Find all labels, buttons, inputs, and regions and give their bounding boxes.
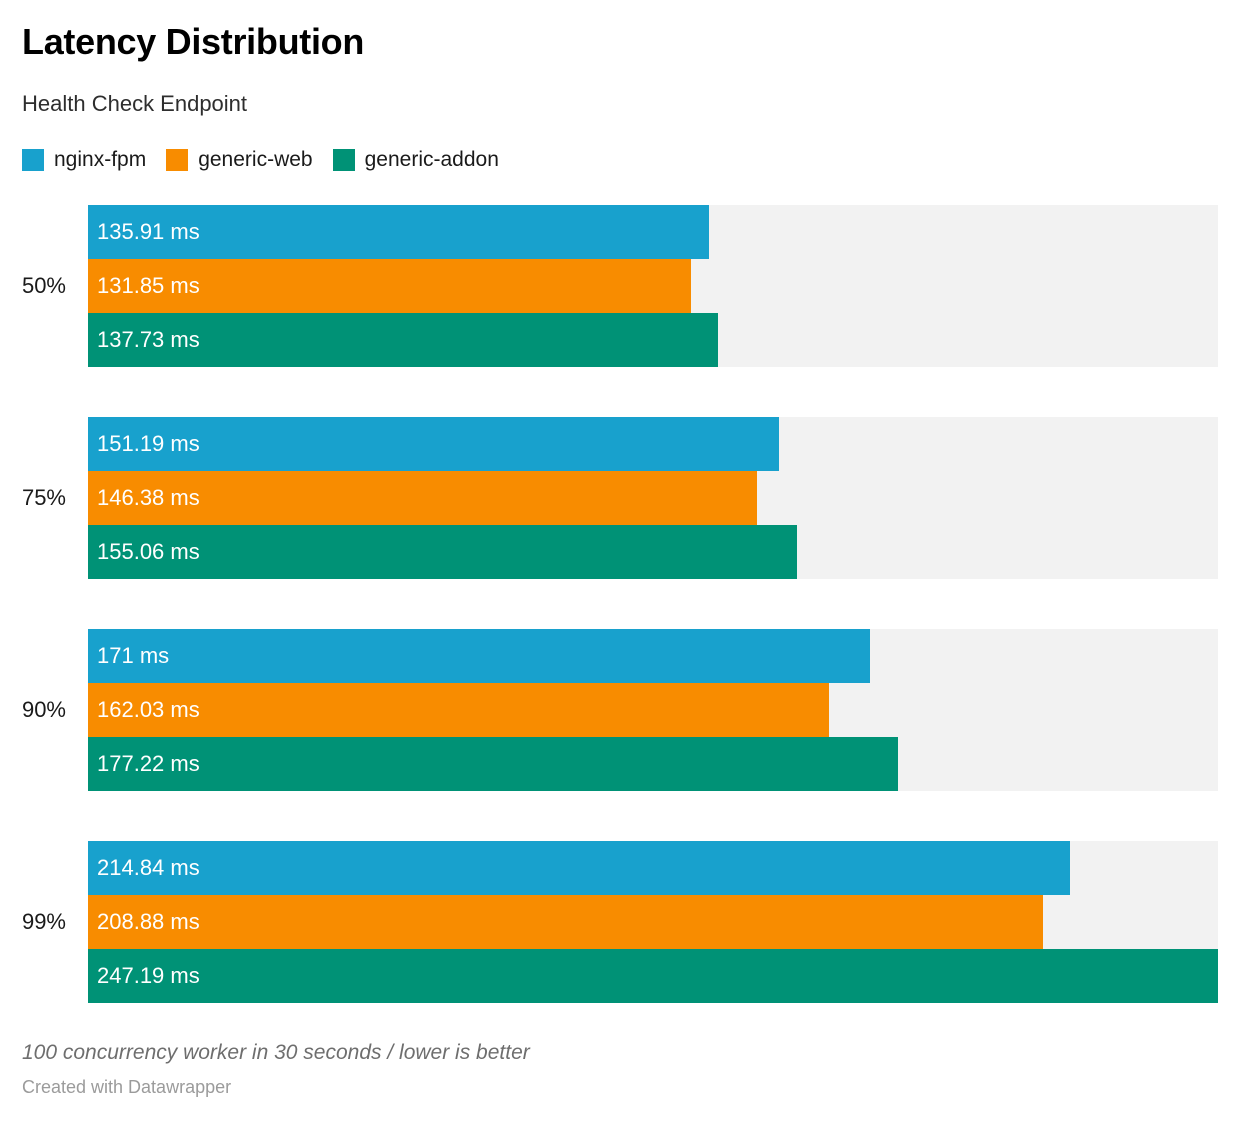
bar-group-50%: 50% 135.91 ms 131.85 ms 137.73 ms [21, 204, 1218, 367]
bar-value-label: 137.73 ms [97, 326, 200, 352]
bar-nginx-fpm: 135.91 ms [88, 204, 710, 259]
bar-generic-web: 162.03 ms [88, 682, 829, 737]
bar-nginx-fpm: 214.84 ms [88, 840, 1071, 895]
category-label: 99% [21, 908, 66, 934]
bar-value-label: 177.22 ms [97, 750, 200, 776]
bar-value-label: 135.91 ms [97, 218, 200, 244]
bar-value-label: 131.85 ms [97, 272, 200, 298]
bar-value-label: 208.88 ms [97, 908, 200, 934]
bar-generic-web: 146.38 ms [88, 470, 758, 525]
bar-group-90%: 90% 171 ms 162.03 ms 177.22 ms [21, 628, 1218, 791]
bar-group-75%: 75% 151.19 ms 146.38 ms 155.06 ms [21, 416, 1218, 579]
legend-label: generic-web [198, 147, 313, 171]
legend-item-generic-web: generic-web [166, 147, 313, 172]
bar-generic-addon: 155.06 ms [88, 524, 797, 579]
category-label: 75% [21, 484, 66, 510]
bar-value-label: 146.38 ms [97, 484, 200, 510]
bar-value-label: 151.19 ms [97, 430, 200, 456]
bar-value-label: 155.06 ms [97, 538, 200, 564]
category-label: 90% [21, 696, 66, 722]
bar-value-label: 162.03 ms [97, 696, 200, 722]
bar-generic-addon: 177.22 ms [88, 736, 899, 791]
chart-subtitle: Health Check Endpoint [22, 91, 248, 117]
bar-value-label: 214.84 ms [97, 854, 200, 880]
legend-item-nginx-fpm: nginx-fpm [22, 148, 146, 172]
legend-swatch-icon [22, 148, 44, 171]
legend-label: generic-addon [364, 147, 499, 171]
legend-label: nginx-fpm [54, 147, 147, 171]
legend: nginx-fpm generic-web generic-addon [22, 148, 1218, 172]
chart-container: Latency Distribution Health Check Endpoi… [0, 20, 1240, 1146]
bar-track: 135.91 ms 131.85 ms 137.73 ms [88, 204, 1218, 367]
bar-track: 151.19 ms 146.38 ms 155.06 ms [88, 416, 1218, 579]
bar-track: 171 ms 162.03 ms 177.22 ms [88, 628, 1218, 791]
bar-chart: 50% 135.91 ms 131.85 ms 137.73 ms 75% 151.19 … [21, 204, 1218, 1003]
legend-swatch-icon [332, 148, 355, 171]
bar-nginx-fpm: 151.19 ms [88, 416, 780, 471]
bar-value-label: 171 ms [97, 642, 170, 668]
bar-generic-addon: 247.19 ms [88, 948, 1218, 1003]
legend-swatch-icon [166, 148, 189, 171]
bar-track: 214.84 ms 208.88 ms 247.19 ms [88, 840, 1218, 1003]
bar-generic-web: 208.88 ms [88, 894, 1043, 949]
bar-value-label: 247.19 ms [97, 962, 200, 988]
legend-item-generic-addon: generic-addon [332, 147, 499, 172]
chart-title: Latency Distribution [22, 21, 365, 62]
bar-nginx-fpm: 171 ms [88, 628, 870, 683]
chart-note: 100 concurrency worker in 30 seconds / l… [22, 1040, 530, 1064]
bar-generic-web: 131.85 ms [88, 258, 691, 313]
bar-group-99%: 99% 214.84 ms 208.88 ms 247.19 ms [21, 840, 1218, 1003]
category-label: 50% [21, 272, 66, 298]
bar-generic-addon: 137.73 ms [88, 312, 718, 367]
datawrapper-byline[interactable]: Created with Datawrapper [22, 1076, 232, 1097]
